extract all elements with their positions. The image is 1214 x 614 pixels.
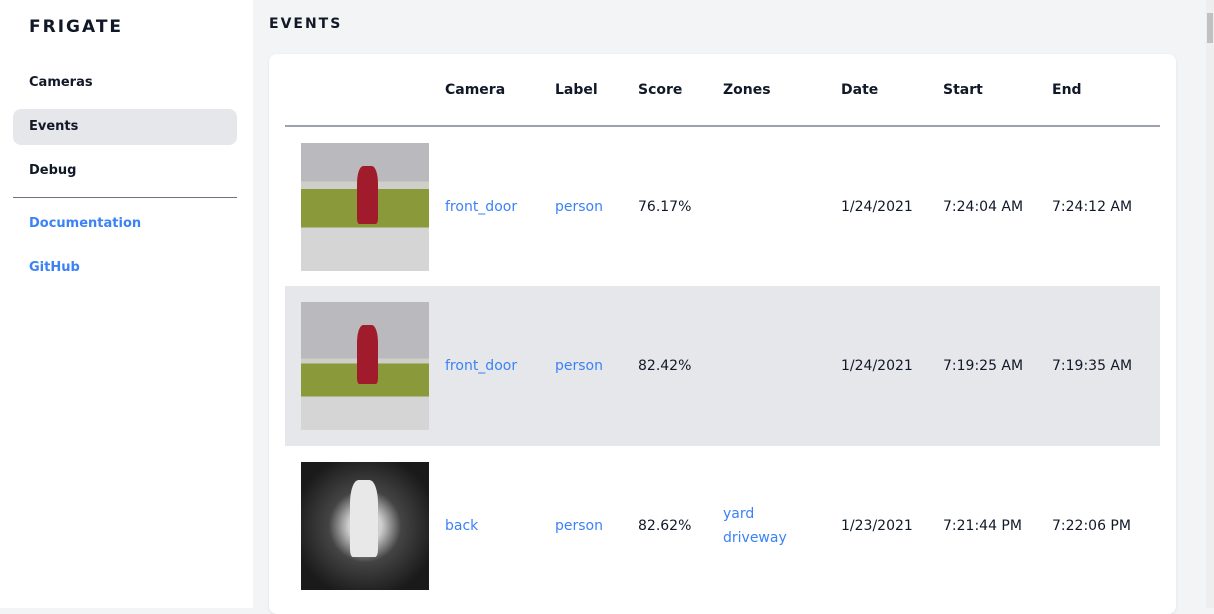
event-thumbnail[interactable] [301,462,429,590]
camera-link[interactable]: back [445,518,479,534]
zone-link[interactable]: yard [723,506,755,522]
score: 82.42% [638,286,723,446]
end-time: 7:24:12 AM [1052,198,1133,215]
camera-link[interactable]: front_door [445,286,555,446]
col-start: Start [943,54,1052,127]
github-link[interactable]: GitHub [29,260,80,275]
date: 1/23/2021 [841,518,913,534]
score: 82.62% [638,518,692,534]
label-link[interactable]: person [555,286,638,446]
start-time: 7:21:44 PM [943,518,1022,534]
table-row[interactable]: back person 82.62% yard driveway 1/23/20… [285,446,1160,606]
event-thumbnail[interactable] [301,142,429,271]
start-time: 7:24:04 AM [943,198,1024,215]
sidebar-item-events[interactable]: Events [13,109,237,145]
sidebar-divider [13,197,237,198]
col-camera: Camera [445,54,555,127]
col-label: Label [555,54,638,127]
col-zones: Zones [723,54,841,127]
zones [723,286,841,446]
documentation-link[interactable]: Documentation [29,216,142,231]
end-time: 7:19:35 AM [1052,286,1160,446]
scrollbar-thumb[interactable] [1207,13,1213,43]
table-row[interactable]: front_door person 76.17% 1/24/2021 7:24:… [285,126,1160,286]
date: 1/24/2021 [841,286,943,446]
events-table: Camera Label Score Zones Date Start End … [285,54,1160,606]
end-time: 7:22:06 PM [1052,518,1131,534]
date: 1/24/2021 [841,198,913,215]
col-date: Date [841,54,943,127]
event-thumbnail[interactable] [301,302,429,430]
app-logo[interactable]: FRIGATE [29,17,124,37]
score: 76.17% [638,198,692,215]
start-time: 7:19:25 AM [943,286,1052,446]
label-link[interactable]: person [555,198,603,215]
label-link[interactable]: person [555,518,603,534]
camera-link[interactable]: front_door [445,198,518,215]
col-score: Score [638,54,723,127]
sidebar-item-cameras[interactable]: Cameras [29,75,93,90]
zones: yard driveway [723,446,841,606]
sidebar: FRIGATE Cameras Events Debug Documentati… [0,0,253,608]
col-thumbnail [285,54,445,127]
zone-link[interactable]: driveway [723,530,787,546]
zones [723,126,841,286]
sidebar-item-debug[interactable]: Debug [29,163,77,178]
scrollbar[interactable] [1206,0,1214,608]
events-card: Camera Label Score Zones Date Start End … [269,54,1176,614]
col-end: End [1052,54,1160,127]
page-title: EVENTS [269,16,343,32]
table-header: Camera Label Score Zones Date Start End [285,54,1160,127]
table-row[interactable]: front_door person 82.42% 1/24/2021 7:19:… [285,286,1160,446]
